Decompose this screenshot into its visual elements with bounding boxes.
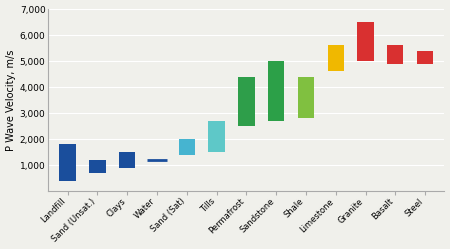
Bar — [179, 139, 195, 155]
Y-axis label: P Wave Velocity, m/s: P Wave Velocity, m/s — [5, 49, 16, 151]
Bar — [417, 51, 433, 64]
Bar — [298, 77, 314, 118]
Bar — [357, 22, 374, 61]
Bar — [59, 144, 76, 181]
Bar — [238, 77, 255, 126]
Bar — [328, 46, 344, 71]
Bar — [387, 46, 404, 64]
Bar — [208, 121, 225, 152]
Bar — [268, 61, 284, 121]
Bar — [119, 152, 135, 168]
Bar — [89, 160, 106, 173]
